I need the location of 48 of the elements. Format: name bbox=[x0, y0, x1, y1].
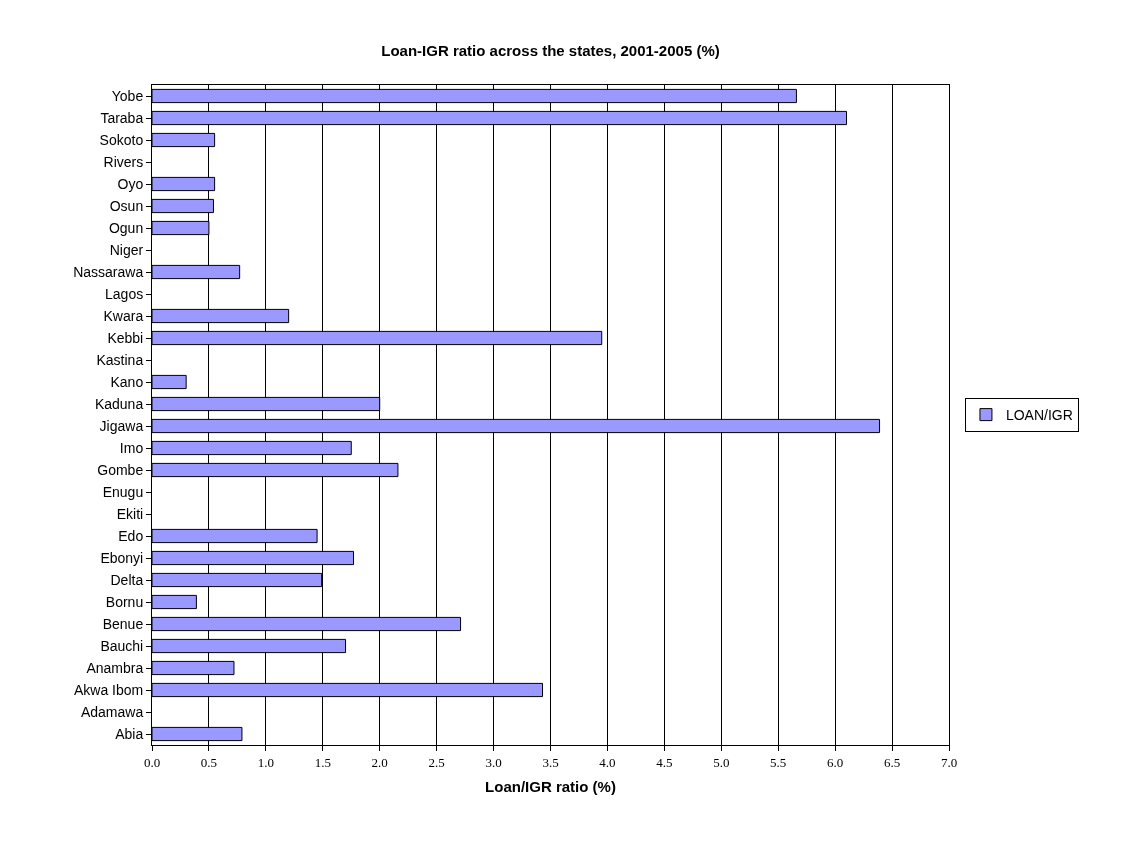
y-tick-label: Delta bbox=[110, 571, 144, 588]
y-tick-label: Nassarawa bbox=[73, 263, 144, 280]
x-tick-label: 5.5 bbox=[770, 754, 787, 770]
y-tick-label: Akwa Ibom bbox=[73, 681, 144, 698]
x-tick-label: 6.0 bbox=[827, 754, 844, 770]
x-tick-label: 4.0 bbox=[599, 754, 616, 770]
y-tick-label: Lagos bbox=[105, 285, 144, 302]
y-tick-label: Ebonyi bbox=[100, 549, 144, 566]
x-tick-label: 0.5 bbox=[200, 754, 218, 770]
x-tick-label: 5.0 bbox=[713, 754, 730, 770]
y-tick-label: Adamawa bbox=[80, 703, 144, 720]
x-tick-label: 0.0 bbox=[143, 754, 161, 770]
x-tick-label: 1.5 bbox=[314, 754, 331, 770]
y-tick-label: Imo bbox=[119, 439, 144, 456]
y-tick-label: Edo bbox=[118, 527, 144, 544]
x-axis-title: Loan/IGR ratio (%) bbox=[485, 777, 616, 795]
y-tick-label: Kwara bbox=[103, 307, 144, 324]
x-tick-label: 2.5 bbox=[428, 754, 445, 770]
x-tick-label: 3.5 bbox=[542, 754, 559, 770]
y-tick-label: Bornu bbox=[105, 593, 144, 610]
x-tick-label: 1.0 bbox=[257, 754, 274, 770]
y-tick-label: Gombe bbox=[97, 461, 144, 478]
y-tick-label: Jigawa bbox=[99, 417, 144, 434]
y-tick-label: Osun bbox=[109, 197, 144, 214]
x-tick-label: 4.5 bbox=[656, 754, 673, 770]
y-tick-label: Enugu bbox=[102, 483, 144, 500]
legend-label: LOAN/IGR bbox=[1005, 407, 1073, 424]
y-tick-label: Sokoto bbox=[99, 131, 144, 148]
y-tick-label: Rivers bbox=[103, 153, 144, 170]
y-tick-label: Kaduna bbox=[94, 395, 144, 412]
y-tick-label: Kebbi bbox=[107, 329, 144, 346]
x-tick-label: 6.5 bbox=[883, 754, 901, 770]
chart-title: Loan-IGR ratio across the states, 2001-2005 (%) bbox=[381, 41, 720, 59]
x-tick-label: 7.0 bbox=[940, 754, 958, 770]
y-tick-label: Kano bbox=[110, 373, 144, 390]
y-tick-label: Niger bbox=[109, 241, 144, 258]
y-tick-label: Abia bbox=[115, 725, 144, 742]
y-tick-label: Ekiti bbox=[116, 505, 144, 522]
y-tick-label: Anambra bbox=[86, 659, 144, 676]
y-tick-label: Ogun bbox=[108, 219, 144, 236]
y-tick-label: Kastina bbox=[96, 351, 144, 368]
y-tick-label: Yobe bbox=[111, 87, 144, 104]
y-tick-label: Benue bbox=[102, 615, 144, 632]
x-tick-label: 2.0 bbox=[371, 754, 388, 770]
x-tick-label: 3.0 bbox=[485, 754, 502, 770]
y-tick-label: Bauchi bbox=[100, 637, 144, 654]
y-tick-label: Oyo bbox=[117, 175, 144, 192]
y-tick-label: Taraba bbox=[100, 109, 144, 126]
